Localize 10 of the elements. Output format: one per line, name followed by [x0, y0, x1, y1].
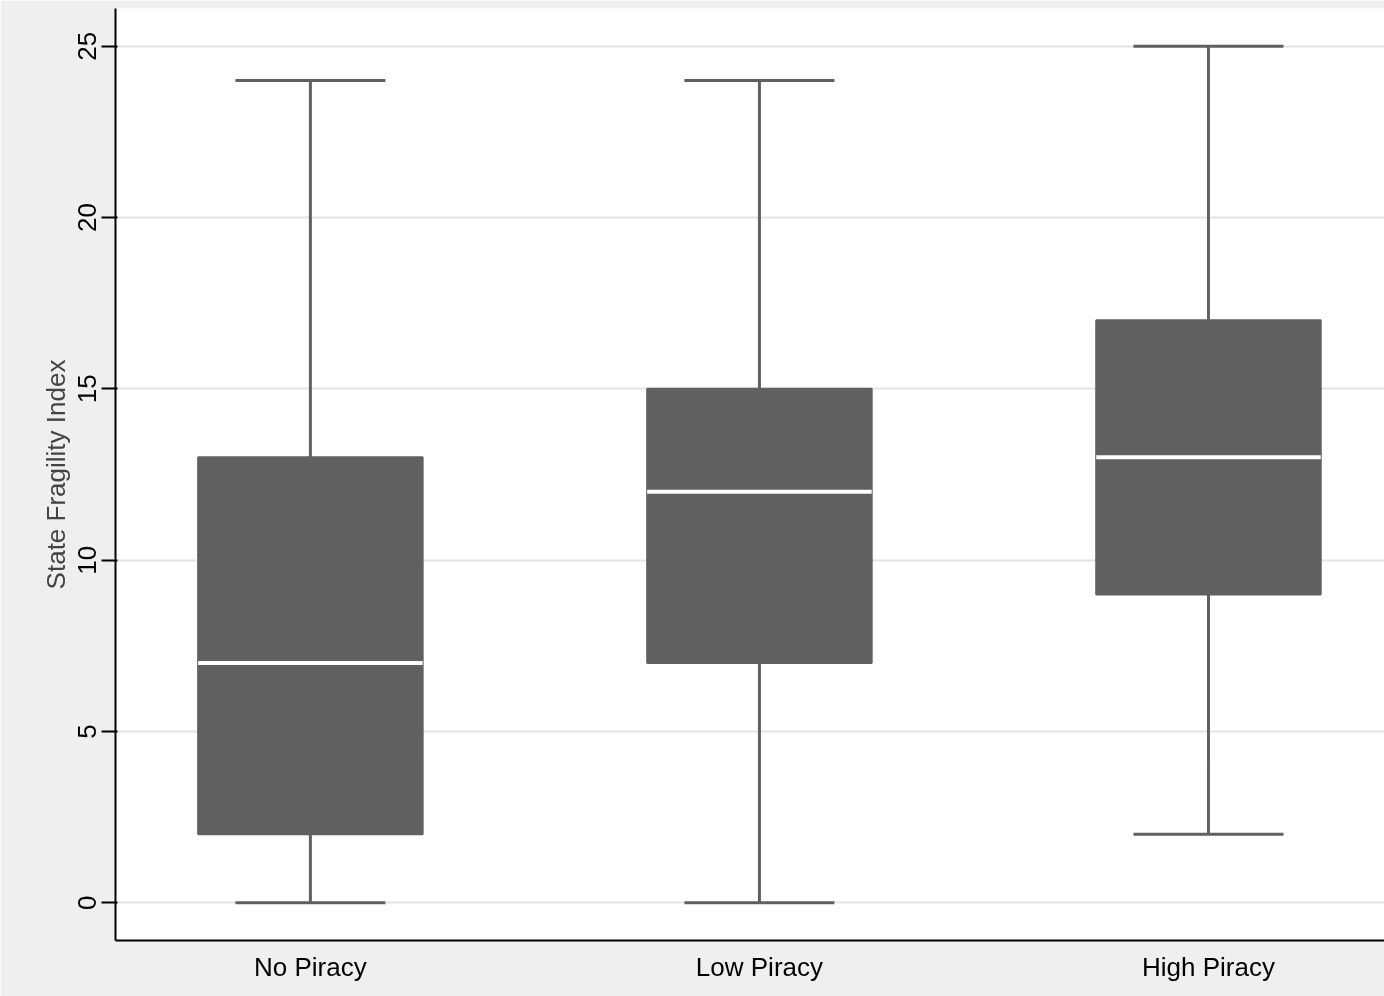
- y-tick-label: 25: [72, 31, 103, 61]
- x-tick-label: Low Piracy: [695, 951, 824, 982]
- y-tick-label: 10: [72, 545, 103, 575]
- y-tick-label: 5: [72, 724, 103, 739]
- x-tick-label: No Piracy: [254, 951, 367, 982]
- y-tick-label: 0: [72, 895, 103, 911]
- y-tick-label: 15: [72, 374, 103, 404]
- y-tick-label: 20: [72, 203, 103, 232]
- x-tick-label: High Piracy: [1142, 951, 1275, 982]
- y-axis-title: State Fragility Index: [40, 359, 71, 590]
